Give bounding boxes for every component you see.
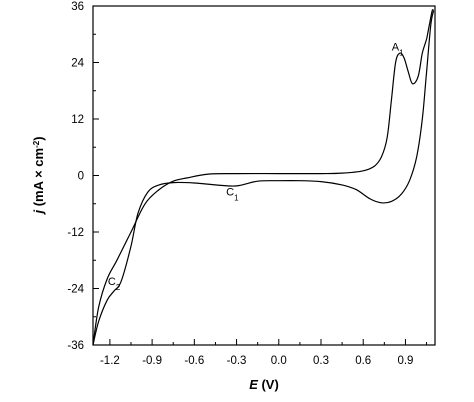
plot-frame [92, 5, 436, 346]
x-tick-label: -0.9 [142, 355, 162, 367]
curves [92, 9, 435, 346]
annotation-c2: C2 [108, 276, 121, 292]
y-tick-label: 0 [78, 171, 84, 183]
x-tick-label: 0.3 [313, 355, 329, 367]
annotations: A1 C1 C2 [108, 42, 404, 292]
x-axis: -1.2 -0.9 -0.6 -0.3 0.0 0.3 0.6 0.9 [100, 339, 428, 367]
y-tick-label: -12 [67, 227, 84, 239]
x-tick-label: 0.9 [397, 355, 413, 367]
y-tick-label: -24 [67, 284, 84, 296]
y-tick-label: -36 [67, 340, 84, 352]
x-tick-label: 0.0 [271, 355, 287, 367]
x-tick-label: -0.6 [184, 355, 204, 367]
annotation-c1: C1 [226, 187, 239, 203]
y-axis: -36 -24 -12 0 12 24 36 [67, 1, 99, 352]
x-tick-label: -1.2 [100, 355, 120, 367]
x-axis-title: E (V) [249, 377, 279, 392]
y-tick-label: 12 [71, 114, 84, 126]
x-tick-label: 0.6 [355, 355, 371, 367]
y-tick-label: 36 [71, 1, 84, 13]
curve-branch-2 [92, 9, 435, 346]
curve-branch-1 [92, 10, 435, 346]
y-tick-label: 24 [71, 58, 84, 70]
annotation-a1: A1 [392, 42, 404, 58]
x-tick-label: -0.3 [227, 355, 247, 367]
y-axis-title: j (mA × cm-2) [31, 136, 46, 215]
